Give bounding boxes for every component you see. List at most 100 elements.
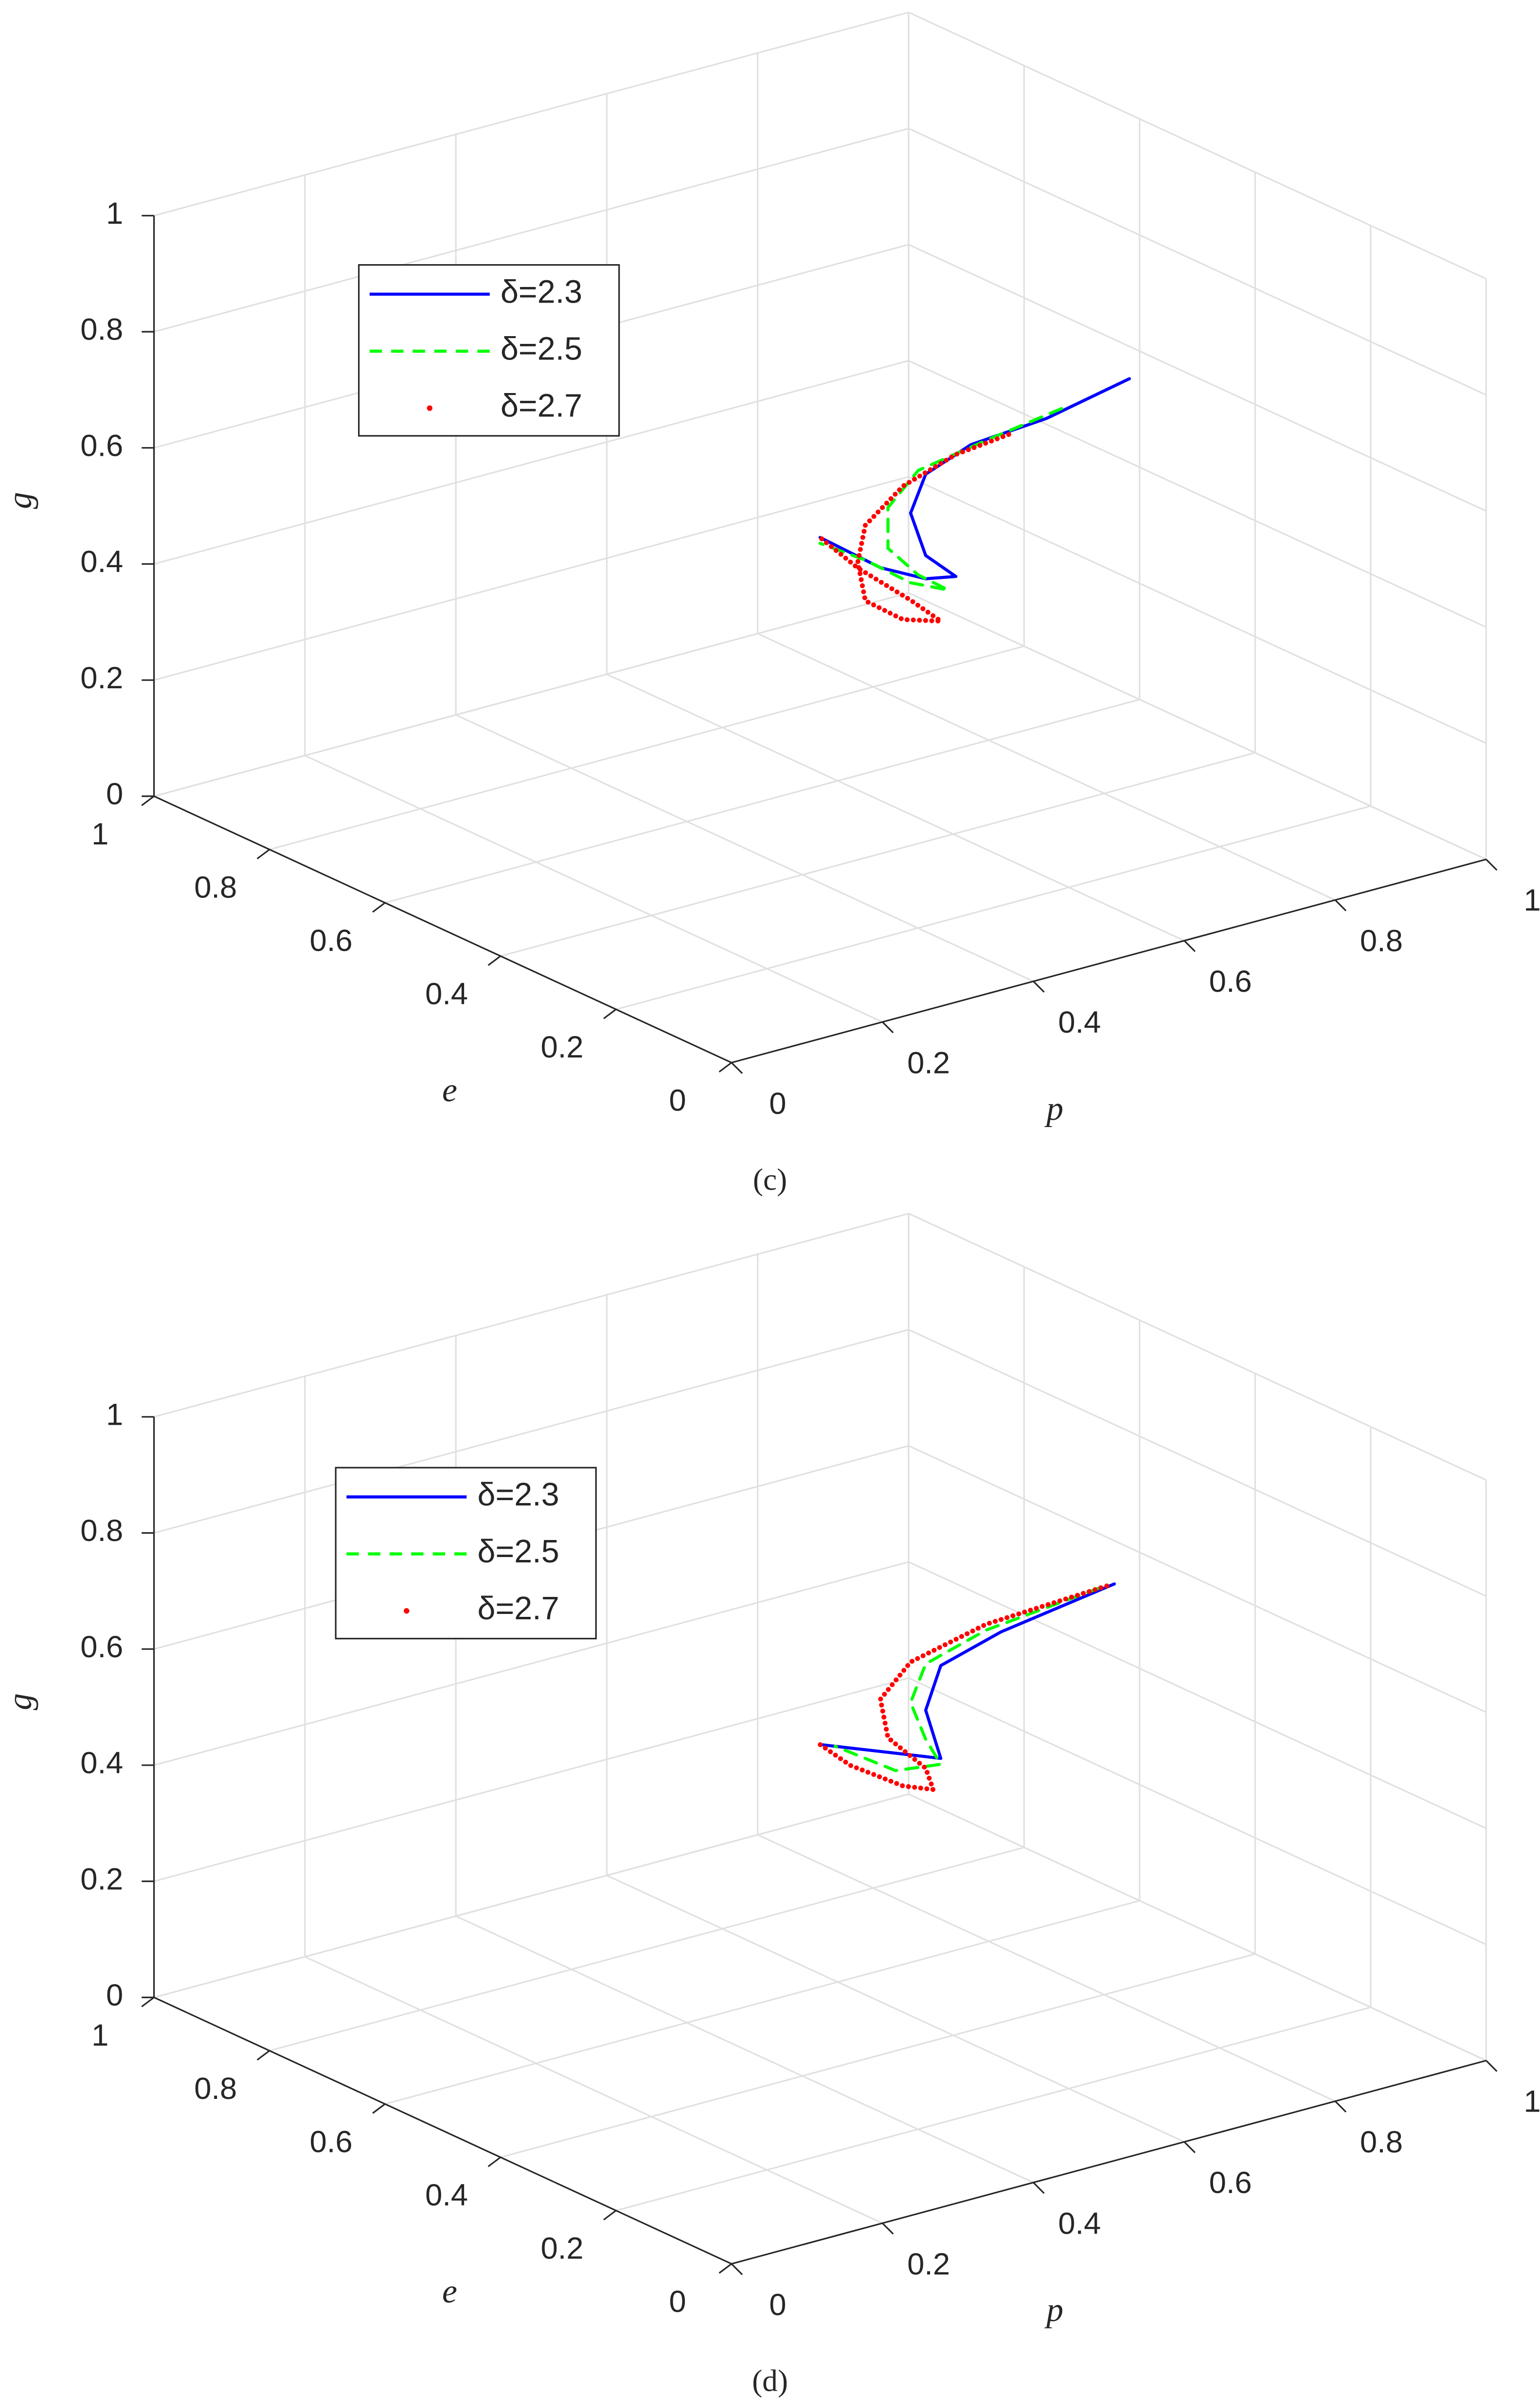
z-tick-label: 0.6 [80,1630,123,1664]
z-tick-label: 1 [106,197,123,231]
grid-line [606,1875,1185,2143]
grid-line [269,645,1024,850]
grid-line [154,1677,909,1882]
grid-line [455,714,1034,982]
z-tick-label: 0.8 [80,1514,123,1548]
series-line [817,1583,1110,1792]
y-tick-label: 0.2 [541,1030,584,1064]
tick-mark [372,902,386,913]
axis-line [731,859,1486,1064]
grid-line [908,476,1486,744]
x-tick-label: 0 [769,2288,786,2322]
z-axis-label: g [1,492,38,509]
z-tick-label: 0.8 [80,313,123,347]
axis-line [153,795,732,1064]
grid-line [615,805,1371,1010]
grid-line [154,127,909,333]
tick-mark [718,1062,732,1073]
x-tick-label: 0.2 [907,2247,950,2281]
grid-line [757,1834,1336,2102]
tick-mark [1033,2182,1045,2194]
grid-line [154,11,909,216]
grid-line [500,1953,1255,2158]
tick-mark [256,849,270,860]
grid-line [908,1677,1486,1945]
series-line [818,1582,1116,1760]
z-tick-label: 0.4 [80,545,123,579]
y-tick-label: 0.4 [425,2178,468,2212]
x-axis-label: p [1044,1090,1063,1128]
tick-mark [881,2222,894,2235]
tick-mark [487,2156,501,2167]
z-tick-label: 0 [106,777,123,811]
tick-mark [1033,981,1045,993]
tick-mark [1334,899,1347,912]
y-tick-label: 0.2 [541,2232,584,2266]
tick-mark [256,2050,270,2061]
legend-symbol [404,1608,410,1614]
z-tick-label: 0.2 [80,1862,123,1896]
z-tick-label: 0.6 [80,429,123,463]
z-tick-label: 0 [106,1978,123,2012]
grid-line [908,592,1486,860]
grid-line [757,633,1336,901]
grid-line [304,1956,883,2224]
grid-line [606,673,1185,942]
grid-line [500,752,1255,957]
legend-label: δ=2.7 [477,1591,559,1627]
tick-mark [1486,2060,1498,2072]
series-line [833,1586,1101,1773]
y-tick-label: 0.4 [425,977,468,1011]
grid-line [154,592,909,797]
tick-mark [487,955,501,966]
x-tick-label: 0.8 [1360,2125,1403,2159]
z-tick-label: 1 [106,1398,123,1432]
tick-mark [372,2103,386,2114]
y-tick-label: 0.6 [310,924,353,958]
tick-mark [1183,940,1196,952]
y-tick-label: 1 [91,817,108,851]
x-tick-label: 0.2 [907,1046,950,1080]
x-tick-label: 1 [1524,2085,1540,2119]
y-tick-label: 1 [91,2018,108,2052]
grid-line [385,699,1140,904]
grid-line [908,127,1486,396]
y-tick-label: 0.8 [194,870,237,904]
tick-mark [1334,2100,1347,2113]
x-tick-label: 0.4 [1058,1005,1101,1039]
z-axis-label: g [1,1693,38,1710]
x-tick-label: 0.6 [1209,965,1252,999]
axis-line [153,1996,732,2265]
legend-symbol [427,405,433,411]
y-axis-label: e [442,1072,457,1109]
grid-line [908,1329,1486,1597]
y-tick-label: 0 [669,1084,686,1118]
grid-line [154,1793,909,1998]
grid-line [154,360,909,565]
y-tick-label: 0.6 [310,2125,353,2159]
x-tick-label: 0 [769,1087,786,1121]
grid-line [908,360,1486,628]
grid-line [615,2006,1371,2212]
grid-line [455,1915,1034,2184]
grid-line [154,1329,909,1534]
legend-label: δ=2.3 [477,1477,559,1513]
x-tick-label: 0.4 [1058,2206,1101,2240]
grid-line [154,1561,909,1766]
x-tick-label: 0.6 [1209,2166,1252,2200]
legend-label: δ=2.5 [501,331,582,367]
grid-line [269,1846,1024,2052]
legend-label: δ=2.3 [501,274,582,310]
legend-label: δ=2.7 [501,388,582,424]
y-tick-label: 0.8 [194,2072,237,2106]
z-tick-label: 0.4 [80,1746,123,1780]
axis-line [731,2060,1486,2265]
grid-line [908,1213,1486,1481]
y-axis-label: e [442,2273,457,2310]
x-tick-label: 1 [1524,883,1540,917]
grid-line [304,754,883,1023]
tick-mark [881,1021,894,1034]
tick-mark [603,1008,617,1020]
z-tick-label: 0.2 [80,661,123,695]
